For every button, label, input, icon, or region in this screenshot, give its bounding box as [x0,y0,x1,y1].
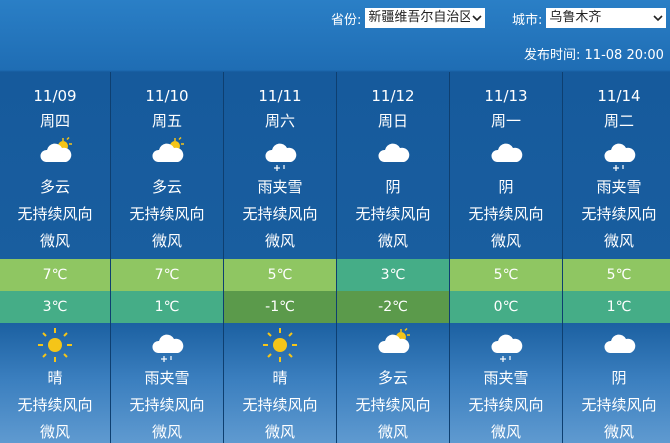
publish-label: 发布时间: [524,48,581,63]
weekday: 周二 [603,112,634,130]
night-wind-level: 微风 [39,423,70,441]
night-wind-direction: 无持续风向 [17,396,93,414]
high-temp: 5℃ [224,259,336,291]
night-weather: 晴 [272,369,288,387]
low-temp: 1℃ [563,291,670,323]
date: 11/13 [484,87,528,105]
day-wind-level: 微风 [151,232,182,250]
date: 11/14 [597,87,641,105]
city-select-group: 城市: 乌鲁木齐 [512,8,667,28]
day-column: 11/09 周四 多云 无持续风向 微风 7℃ 3℃ 晴无持续风向 微风 [0,72,110,443]
date: 11/11 [258,87,302,105]
day-wind-direction: 无持续风向 [17,205,93,223]
province-label: 省份: [331,12,362,28]
weekday: 周六 [264,112,295,130]
publish-value: 11-08 20:00 [584,48,664,63]
header: 省份: 新疆维吾尔自治区 城市: 乌鲁木齐 发布时间: 11-08 20:00 [0,0,670,72]
city-value: 乌鲁木齐 [549,10,602,25]
weekday: 周五 [151,112,182,130]
forecast-grid: 11/09 周四 多云 无持续风向 微风 7℃ 3℃ 晴无持续风向 微风 11/10 周五 多云 无持续… [0,72,670,443]
night-weather: 晴 [47,369,63,387]
date: 11/09 [33,87,77,105]
night-wind-direction: 无持续风向 [129,396,205,414]
date: 11/10 [145,87,189,105]
night-wind-direction: 无持续风向 [581,396,657,414]
day-weather: 多云 [151,178,182,196]
day-wind-level: 微风 [603,232,634,250]
day-wind-level: 微风 [377,232,408,250]
chevron-down-icon [472,15,482,22]
city-label: 城市: [512,12,543,28]
night-wind-level: 微风 [377,423,408,441]
night-wind-direction: 无持续风向 [468,396,544,414]
day-wind-direction: 无持续风向 [468,205,544,223]
day-column: 11/14 周二 雨夹雪 无持续风向 微风 5℃ 1℃ 阴无持续风向 微风 [562,72,670,443]
day-weather: 阴 [498,178,514,196]
city-select[interactable]: 乌鲁木齐 [546,8,667,28]
night-wind-level: 微风 [151,423,182,441]
low-temp: -2℃ [337,291,449,323]
day-wind-level: 微风 [264,232,295,250]
night-wind-level: 微风 [490,423,521,441]
night-weather: 雨夹雪 [144,369,190,387]
night-wind-level: 微风 [264,423,295,441]
day-wind-direction: 无持续风向 [581,205,657,223]
day-column: 11/10 周五 多云 无持续风向 微风 7℃ 1℃ 雨夹雪 无持续风向 微风 [110,72,223,443]
night-weather: 多云 [377,369,408,387]
day-weather: 阴 [385,178,401,196]
day-column: 11/12 周日阴无持续风向 微风 3℃ -2℃ 多云 无持续风向 微风 [336,72,449,443]
high-temp: 7℃ [111,259,223,291]
low-temp: 3℃ [0,291,110,323]
province-select-group: 省份: 新疆维吾尔自治区 [331,8,486,28]
cloud-icon [563,327,670,363]
partly-cloudy-icon [337,327,449,363]
sleet-icon [224,136,336,172]
day-column: 11/11 周六 雨夹雪 无持续风向 微风 5℃ -1℃ 晴无持续风向 微风 [223,72,336,443]
province-select[interactable]: 新疆维吾尔自治区 [365,8,486,28]
night-wind-level: 微风 [603,423,634,441]
night-weather: 阴 [611,369,627,387]
day-wind-level: 微风 [39,232,70,250]
day-wind-direction: 无持续风向 [129,205,205,223]
sun-icon [224,327,336,363]
day-weather: 雨夹雪 [257,178,303,196]
day-wind-direction: 无持续风向 [355,205,431,223]
day-weather: 多云 [39,178,70,196]
low-temp: 0℃ [450,291,562,323]
sleet-icon [111,327,223,363]
day-column: 11/13 周一阴无持续风向 微风 5℃ 0℃ 雨夹雪 无持续风向 微风 [449,72,562,443]
day-wind-direction: 无持续风向 [242,205,318,223]
night-weather: 雨夹雪 [483,369,529,387]
high-temp: 3℃ [337,259,449,291]
day-wind-level: 微风 [490,232,521,250]
high-temp: 5℃ [563,259,670,291]
date: 11/12 [371,87,415,105]
sleet-icon [450,327,562,363]
day-weather: 雨夹雪 [596,178,642,196]
weekday: 周日 [377,112,408,130]
high-temp: 5℃ [450,259,562,291]
partly-cloudy-icon [0,136,110,172]
low-temp: 1℃ [111,291,223,323]
chevron-down-icon [653,15,663,22]
low-temp: -1℃ [224,291,336,323]
sun-icon [0,327,110,363]
weekday: 周一 [490,112,521,130]
cloud-icon [450,136,562,172]
sleet-icon [563,136,670,172]
night-wind-direction: 无持续风向 [242,396,318,414]
night-wind-direction: 无持续风向 [355,396,431,414]
partly-cloudy-icon [111,136,223,172]
high-temp: 7℃ [0,259,110,291]
cloud-icon [337,136,449,172]
publish-time: 发布时间: 11-08 20:00 [524,44,664,63]
weekday: 周四 [39,112,70,130]
province-value: 新疆维吾尔自治区 [368,10,471,25]
